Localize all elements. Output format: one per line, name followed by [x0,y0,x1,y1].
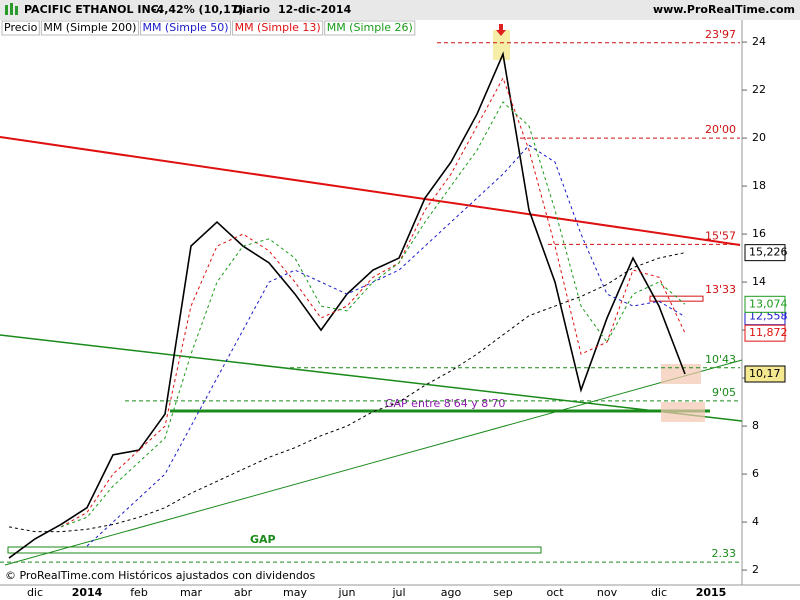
level-label: 23'97 [705,28,736,41]
level-label: 9'05 [712,386,736,399]
legend-entry: MM (Simple 200) [43,21,136,34]
trend-line [4,359,743,566]
x-tick-label: jun [338,586,356,599]
last-value-label: 15,226 [749,246,788,259]
legend-box [1,20,40,36]
y-tick-label: 24 [752,35,766,48]
legend-entry: Precio [4,21,38,34]
last-value-label: 12,558 [749,310,788,323]
x-tick-label: sep [493,586,512,599]
y-tick-label: 14 [752,275,766,288]
trend-line [0,136,741,246]
level-label: 2.33 [712,547,737,560]
x-tick-label: dic [651,586,667,599]
last-value-badge [744,324,786,342]
y-tick-label: 20 [752,131,766,144]
x-tick-label: 2014 [72,586,103,599]
x-tick-label: ago [441,586,462,599]
moving-average [86,144,686,547]
header-site: www.ProRealTime.com [653,3,795,16]
zone [661,402,705,422]
annotation: GAP [250,533,276,546]
x-tick-label: feb [130,586,148,599]
last-value-badge [744,365,786,383]
level-label: 10'43 [705,353,736,366]
x-tick-label: jul [391,586,405,599]
zone [493,30,510,60]
x-tick-label: dic [27,586,43,599]
x-tick-label: mar [180,586,202,599]
gap-box [7,546,542,554]
moving-average [60,76,686,528]
x-tick-label: oct [546,586,564,599]
level-box [649,295,704,302]
y-tick-label: 6 [752,467,759,480]
legend-entry: MM (Simple 13) [235,21,321,34]
legend-box [324,20,416,36]
header-title: PACIFIC ETHANOL INC. [24,3,163,16]
last-value-badge [744,295,786,313]
header-icon [10,3,13,15]
trend-line [0,334,743,422]
y-tick-label: 22 [752,83,766,96]
header-period: Diario [233,3,271,16]
last-value-badge [744,244,786,262]
header-icon [15,6,18,15]
legend-box [139,20,232,36]
footer: © ProRealTime.com Históricos ajustados c… [5,569,316,582]
legend-entry: MM (Simple 50) [142,21,228,34]
y-tick-label: 16 [752,227,766,240]
level-label: 15'57 [705,229,736,242]
y-tick-label: 4 [752,515,759,528]
x-tick-label: 2015 [696,586,727,599]
x-tick-label: nov [597,586,618,599]
header-date: 12-dic-2014 [278,3,352,16]
y-tick-label: 8 [752,419,759,432]
last-value-label: 13,074 [749,297,788,310]
level-label: 20'00 [705,123,736,136]
y-tick-label: 2 [752,563,759,576]
x-tick-label: abr [234,586,253,599]
moving-average [60,101,686,528]
legend-box [232,20,324,36]
moving-average [8,252,686,533]
header-bar [0,0,800,20]
zone [661,364,701,384]
legend-box [40,20,139,36]
x-tick-label: may [283,586,307,599]
last-value-label: 10,17 [749,367,781,380]
legend-entry: MM (Simple 26) [327,21,413,34]
header-icon [5,5,8,15]
last-value-label: 11,872 [749,326,788,339]
level-label: 13'33 [705,283,736,296]
annotation: GAP entre 8'64 y 8'70 [385,397,505,410]
y-tick-label: 18 [752,179,766,192]
arrow [496,24,506,36]
header-change: -4,42% (10,17) [152,3,243,16]
